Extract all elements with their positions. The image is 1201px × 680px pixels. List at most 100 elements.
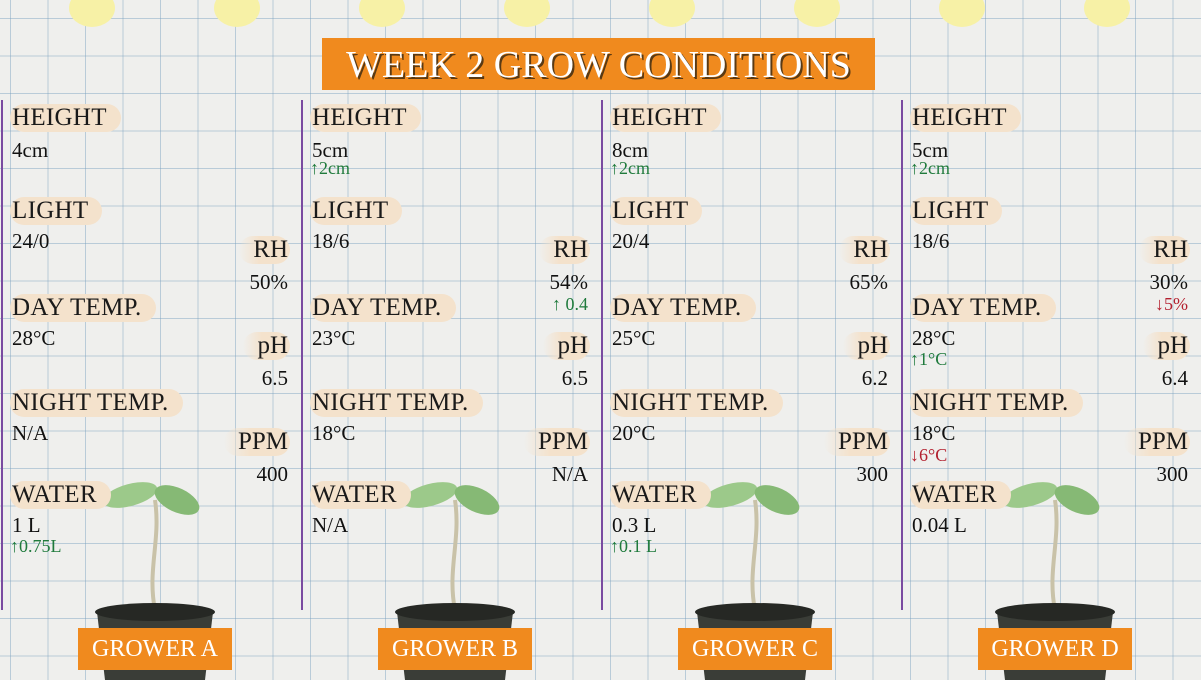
field-label: pH xyxy=(543,332,590,360)
plant-leaf xyxy=(402,482,458,508)
field-label: LIGHT xyxy=(310,197,403,225)
binder-hole xyxy=(939,0,985,27)
grower-name: GROWER B xyxy=(378,628,532,670)
field-value: 18/6 xyxy=(912,229,950,253)
field-change: ↓6°C xyxy=(910,445,948,465)
plant-leaf xyxy=(154,485,200,515)
field-value: 54% xyxy=(549,270,589,294)
pot-rim xyxy=(395,603,515,621)
column-divider xyxy=(601,100,603,610)
field-value: N/A xyxy=(312,513,349,537)
pot-rim xyxy=(95,603,215,621)
field-label: WATER xyxy=(10,481,111,509)
field-label: DAY TEMP. xyxy=(910,294,1056,322)
plant-leaf xyxy=(754,485,800,515)
field-label: pH xyxy=(1143,332,1190,360)
binder-hole xyxy=(359,0,405,27)
field-value: 6.4 xyxy=(1161,366,1188,390)
binder-hole xyxy=(649,0,695,27)
field-label: WATER xyxy=(310,481,411,509)
field-value: 4cm xyxy=(12,138,49,162)
field-change: ↑1°C xyxy=(910,349,948,369)
plant-leaf xyxy=(102,482,158,508)
field-label: WATER xyxy=(910,481,1011,509)
field-label: LIGHT xyxy=(910,197,1003,225)
field-label: PPM xyxy=(1123,428,1190,456)
field-change: ↑0.1 L xyxy=(610,536,657,556)
field-label: HEIGHT xyxy=(310,104,421,132)
field-value: 6.5 xyxy=(261,366,288,390)
grower-name: GROWER D xyxy=(978,628,1132,670)
field-value: 6.5 xyxy=(561,366,588,390)
field-value: 300 xyxy=(1156,462,1189,486)
grower-name: GROWER C xyxy=(678,628,832,670)
field-value: 20/4 xyxy=(612,229,650,253)
field-value: 0.3 L xyxy=(612,513,657,537)
field-value: 0.04 L xyxy=(912,513,967,537)
field-label: RH xyxy=(239,236,290,264)
field-change: ↓5% xyxy=(1155,294,1188,314)
field-value: 50% xyxy=(249,270,289,294)
field-label: WATER xyxy=(610,481,711,509)
field-value: 18/6 xyxy=(312,229,350,253)
field-label: pH xyxy=(243,332,290,360)
plant-leaf xyxy=(454,485,500,515)
field-value: N/A xyxy=(551,462,588,486)
field-value: N/A xyxy=(12,421,49,445)
column-divider xyxy=(1,100,3,610)
field-value: 5cm xyxy=(312,138,349,162)
plant-stem xyxy=(450,499,459,611)
field-value: 400 xyxy=(256,462,289,486)
field-label: DAY TEMP. xyxy=(10,294,156,322)
field-label: LIGHT xyxy=(10,197,103,225)
field-label: HEIGHT xyxy=(10,104,121,132)
field-change: ↑2cm xyxy=(910,158,950,178)
field-value: 24/0 xyxy=(12,229,50,253)
field-label: RH xyxy=(1139,236,1190,264)
title: WEEK 2 GROW CONDITIONS xyxy=(322,38,875,90)
field-label: pH xyxy=(843,332,890,360)
field-value: 6.2 xyxy=(861,366,888,390)
field-value: 1 L xyxy=(12,513,41,537)
field-change: ↑0.75L xyxy=(10,536,62,556)
field-value: 23°C xyxy=(312,326,356,350)
binder-hole xyxy=(214,0,260,27)
plant-stem xyxy=(150,499,159,611)
plant-stem xyxy=(1050,499,1059,611)
pot-rim xyxy=(995,603,1115,621)
field-label: NIGHT TEMP. xyxy=(910,389,1083,417)
field-label: NIGHT TEMP. xyxy=(310,389,483,417)
field-label: RH xyxy=(539,236,590,264)
field-value: 28°C xyxy=(912,326,956,350)
field-label: PPM xyxy=(823,428,890,456)
field-change: ↑2cm xyxy=(610,158,650,178)
field-label: PPM xyxy=(523,428,590,456)
field-value: 28°C xyxy=(12,326,56,350)
binder-hole xyxy=(794,0,840,27)
column-divider xyxy=(301,100,303,610)
plant-leaf xyxy=(702,482,758,508)
plant-stem xyxy=(750,499,759,611)
field-label: HEIGHT xyxy=(910,104,1021,132)
field-label: DAY TEMP. xyxy=(310,294,456,322)
field-change: ↑2cm xyxy=(310,158,350,178)
pot-rim xyxy=(695,603,815,621)
plant-leaf xyxy=(1054,485,1100,515)
field-value: 18°C xyxy=(912,421,956,445)
column-divider xyxy=(901,100,903,610)
field-label: NIGHT TEMP. xyxy=(10,389,183,417)
field-value: 65% xyxy=(849,270,889,294)
binder-hole xyxy=(1084,0,1130,27)
field-value: 8cm xyxy=(612,138,649,162)
field-value: 20°C xyxy=(612,421,656,445)
field-value: 18°C xyxy=(312,421,356,445)
field-label: PPM xyxy=(223,428,290,456)
field-change: ↑ 0.4 xyxy=(552,294,588,314)
field-value: 5cm xyxy=(912,138,949,162)
field-label: LIGHT xyxy=(610,197,703,225)
field-label: HEIGHT xyxy=(610,104,721,132)
field-value: 30% xyxy=(1149,270,1189,294)
field-label: DAY TEMP. xyxy=(610,294,756,322)
binder-hole xyxy=(504,0,550,27)
